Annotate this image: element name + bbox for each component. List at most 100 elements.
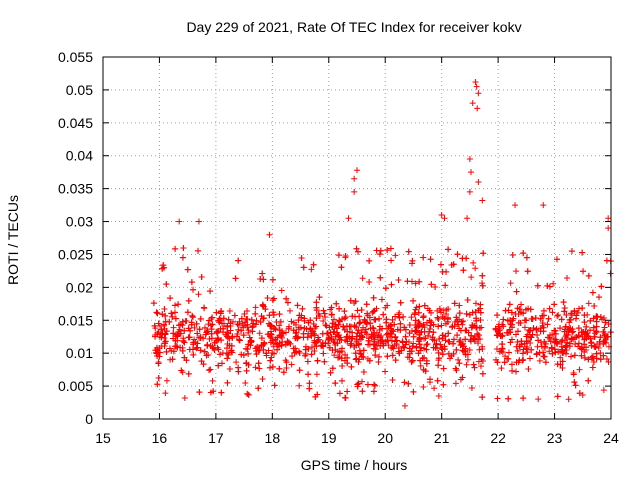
data-point [299,305,306,312]
data-point [562,323,569,330]
data-point [302,351,309,358]
data-point [435,349,442,356]
data-point [453,367,460,374]
data-point [420,335,427,342]
data-point [293,329,300,336]
data-point [450,336,457,343]
data-point [161,305,168,312]
data-point [565,396,572,403]
data-point [553,339,560,346]
data-point [406,322,413,329]
data-point [585,334,592,341]
data-point [520,310,527,317]
data-point [298,254,305,261]
data-point [160,264,167,271]
data-point [150,300,157,307]
data-point [252,310,259,317]
data-point [464,351,471,358]
data-point [336,349,343,356]
data-point [277,318,284,325]
data-point [266,231,273,238]
data-point [184,309,191,316]
data-point [190,351,197,358]
data-point [376,315,383,322]
data-point [335,252,342,259]
data-point [234,321,241,328]
data-point [266,312,273,319]
data-point [564,331,571,338]
data-point [293,349,300,356]
data-point [341,308,348,315]
y-tick-label: 0.02 [66,279,93,295]
data-point [346,323,353,330]
data-point [600,352,607,359]
data-point [420,384,427,391]
data-point [280,369,287,376]
data-point [258,342,265,349]
data-point [354,330,361,337]
data-point [167,295,174,302]
data-point [375,358,382,365]
data-point [591,333,598,340]
data-point [218,308,225,315]
data-point [248,316,255,323]
data-point [417,362,424,369]
data-point [211,339,218,346]
data-point [203,352,210,359]
data-point [563,311,570,318]
data-point [581,336,588,343]
data-point [292,335,299,342]
data-point [224,323,231,330]
data-point [434,377,441,384]
data-point [190,341,197,348]
data-point [548,344,555,351]
data-point [498,347,505,354]
data-point [195,218,202,225]
data-point [279,339,286,346]
data-point [479,394,486,401]
data-point [469,100,476,107]
data-point [283,359,290,366]
data-point [169,356,176,363]
data-point [562,344,569,351]
data-point [244,390,251,397]
data-point [232,275,239,282]
data-point [292,345,299,352]
data-point [171,302,178,309]
data-point [197,334,204,341]
data-point [267,322,274,329]
data-point [520,346,527,353]
data-point [357,319,364,326]
data-point [203,329,210,336]
data-point [387,245,394,252]
data-point [454,251,461,258]
data-point [509,324,516,331]
data-point [186,346,193,353]
y-tick-label: 0 [85,411,93,427]
data-point [395,311,402,318]
data-point [308,332,315,339]
data-point [339,345,346,352]
data-point [229,318,236,325]
data-point [339,377,346,384]
data-point [479,197,486,204]
data-point [555,311,562,318]
data-point [223,333,230,340]
data-point [328,334,335,341]
data-point [204,328,211,335]
x-tick-label: 17 [208,430,224,446]
data-point [466,347,473,354]
data-point [172,337,179,344]
data-point [566,340,573,347]
data-point [362,326,369,333]
data-point [342,394,349,401]
data-point [575,305,582,312]
y-tick-label: 0.03 [66,214,93,230]
data-point [213,309,220,316]
data-point [455,356,462,363]
y-tick-label: 0.055 [58,49,93,65]
data-point [309,328,316,335]
data-point [177,330,184,337]
data-point [353,355,360,362]
data-point [352,350,359,357]
